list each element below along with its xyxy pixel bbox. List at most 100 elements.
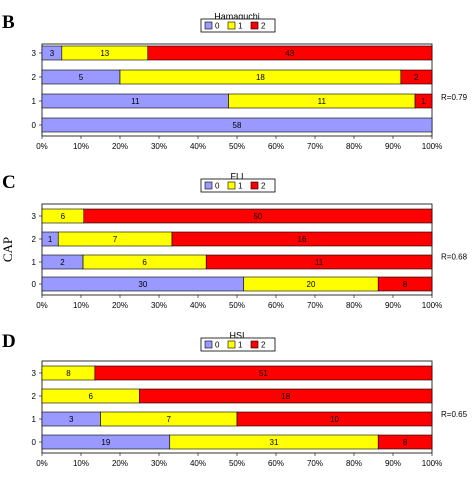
panel-letter: B (2, 12, 15, 33)
category-label: 1 (32, 415, 37, 424)
legend-swatch (204, 21, 213, 30)
bar-value-label: 6 (89, 392, 94, 401)
x-tick-label: 40% (190, 142, 206, 151)
bar-segment (139, 388, 433, 404)
x-tick-label: 50% (229, 301, 245, 310)
category-label: 2 (32, 392, 37, 401)
x-tick-label: 100% (422, 459, 442, 468)
x-tick-label: 80% (346, 142, 362, 151)
bar-value-label: 20 (307, 280, 316, 289)
category-label: 3 (32, 212, 37, 221)
bar-value-label: 2 (414, 73, 419, 82)
chart-panel-d: D HSI 0 1 2 8 51 3 6 18 2 3 7 10 1 19 31 8 0 0% 10% 20% 30% 40%… (2, 330, 468, 468)
legend-swatch (250, 340, 259, 349)
x-tick-label: 20% (112, 301, 128, 310)
x-tick-label: 0% (36, 459, 48, 468)
x-tick-label: 70% (307, 301, 323, 310)
category-label: 1 (32, 97, 37, 106)
category-label: 0 (32, 121, 37, 130)
x-tick-label: 40% (190, 459, 206, 468)
x-tick-label: 80% (346, 301, 362, 310)
chart-title: Hamaguchi (214, 11, 260, 21)
bar-value-label: 6 (61, 212, 66, 221)
x-tick-label: 10% (73, 459, 89, 468)
legend-label: 0 (215, 22, 220, 31)
bar-value-label: 3 (50, 49, 55, 58)
legend-label: 1 (238, 341, 243, 350)
x-tick-label: 100% (422, 142, 442, 151)
x-tick-label: 90% (385, 142, 401, 151)
bar-value-label: 11 (315, 258, 324, 267)
bar-value-label: 11 (318, 97, 327, 106)
bar-value-label: 3 (69, 415, 74, 424)
x-tick-label: 90% (385, 459, 401, 468)
x-tick-label: 100% (422, 301, 442, 310)
correlation-annotation: R=0.68 (441, 253, 468, 262)
legend-label: 1 (238, 22, 243, 31)
bar-segment (83, 208, 433, 224)
x-tick-label: 60% (268, 459, 284, 468)
x-tick-label: 30% (151, 459, 167, 468)
x-tick-label: 70% (307, 142, 323, 151)
x-tick-label: 50% (229, 459, 245, 468)
legend-label: 1 (238, 182, 243, 191)
category-label: 0 (32, 280, 37, 289)
bar-value-label: 7 (113, 235, 118, 244)
legend-swatch (250, 181, 259, 190)
bar-value-label: 58 (233, 121, 242, 130)
category-label: 2 (32, 73, 37, 82)
x-tick-label: 10% (73, 301, 89, 310)
x-tick-label: 80% (346, 459, 362, 468)
bar-value-label: 2 (60, 258, 65, 267)
x-tick-label: 0% (36, 301, 48, 310)
bar-segment (377, 434, 433, 450)
bar-value-label: 50 (253, 212, 262, 221)
category-label: 0 (32, 438, 37, 447)
legend-label: 2 (261, 182, 266, 191)
legend-label: 0 (215, 182, 220, 191)
legend-label: 0 (215, 341, 220, 350)
bar-segment (147, 45, 433, 61)
bar-value-label: 8 (403, 280, 408, 289)
chart-title: HSI (229, 330, 244, 340)
y-axis-label: CAP (0, 237, 15, 262)
bar-segment (205, 254, 433, 270)
correlation-annotation: R=0.65 (441, 410, 468, 419)
bar-value-label: 10 (330, 415, 339, 424)
bar-segment (236, 411, 433, 427)
x-tick-label: 60% (268, 142, 284, 151)
x-tick-label: 30% (151, 301, 167, 310)
x-tick-label: 90% (385, 301, 401, 310)
bar-value-label: 7 (167, 415, 172, 424)
bar-value-label: 1 (48, 235, 53, 244)
x-tick-label: 50% (229, 142, 245, 151)
bar-value-label: 8 (66, 369, 71, 378)
category-label: 1 (32, 258, 37, 267)
x-tick-label: 70% (307, 459, 323, 468)
bar-segment (94, 365, 433, 381)
bar-value-label: 13 (100, 49, 109, 58)
category-label: 3 (32, 369, 37, 378)
bar-value-label: 19 (101, 438, 110, 447)
correlation-annotation: R=0.79 (441, 93, 468, 102)
bar-segment (171, 231, 433, 247)
x-tick-label: 60% (268, 301, 284, 310)
bar-value-label: 18 (256, 73, 265, 82)
chart-title: FLI (230, 171, 243, 181)
bar-value-label: 18 (281, 392, 290, 401)
bar-value-label: 6 (142, 258, 147, 267)
legend-swatch (227, 340, 236, 349)
x-tick-label: 20% (112, 142, 128, 151)
legend-label: 2 (261, 22, 266, 31)
bar-value-label: 30 (138, 280, 147, 289)
x-tick-label: 0% (36, 142, 48, 151)
panel-letter: C (2, 172, 16, 193)
bar-segment (377, 276, 433, 292)
category-label: 2 (32, 235, 37, 244)
bar-segment (414, 93, 433, 109)
bar-value-label: 51 (259, 369, 268, 378)
legend-swatch (227, 21, 236, 30)
legend-swatch (250, 21, 259, 30)
